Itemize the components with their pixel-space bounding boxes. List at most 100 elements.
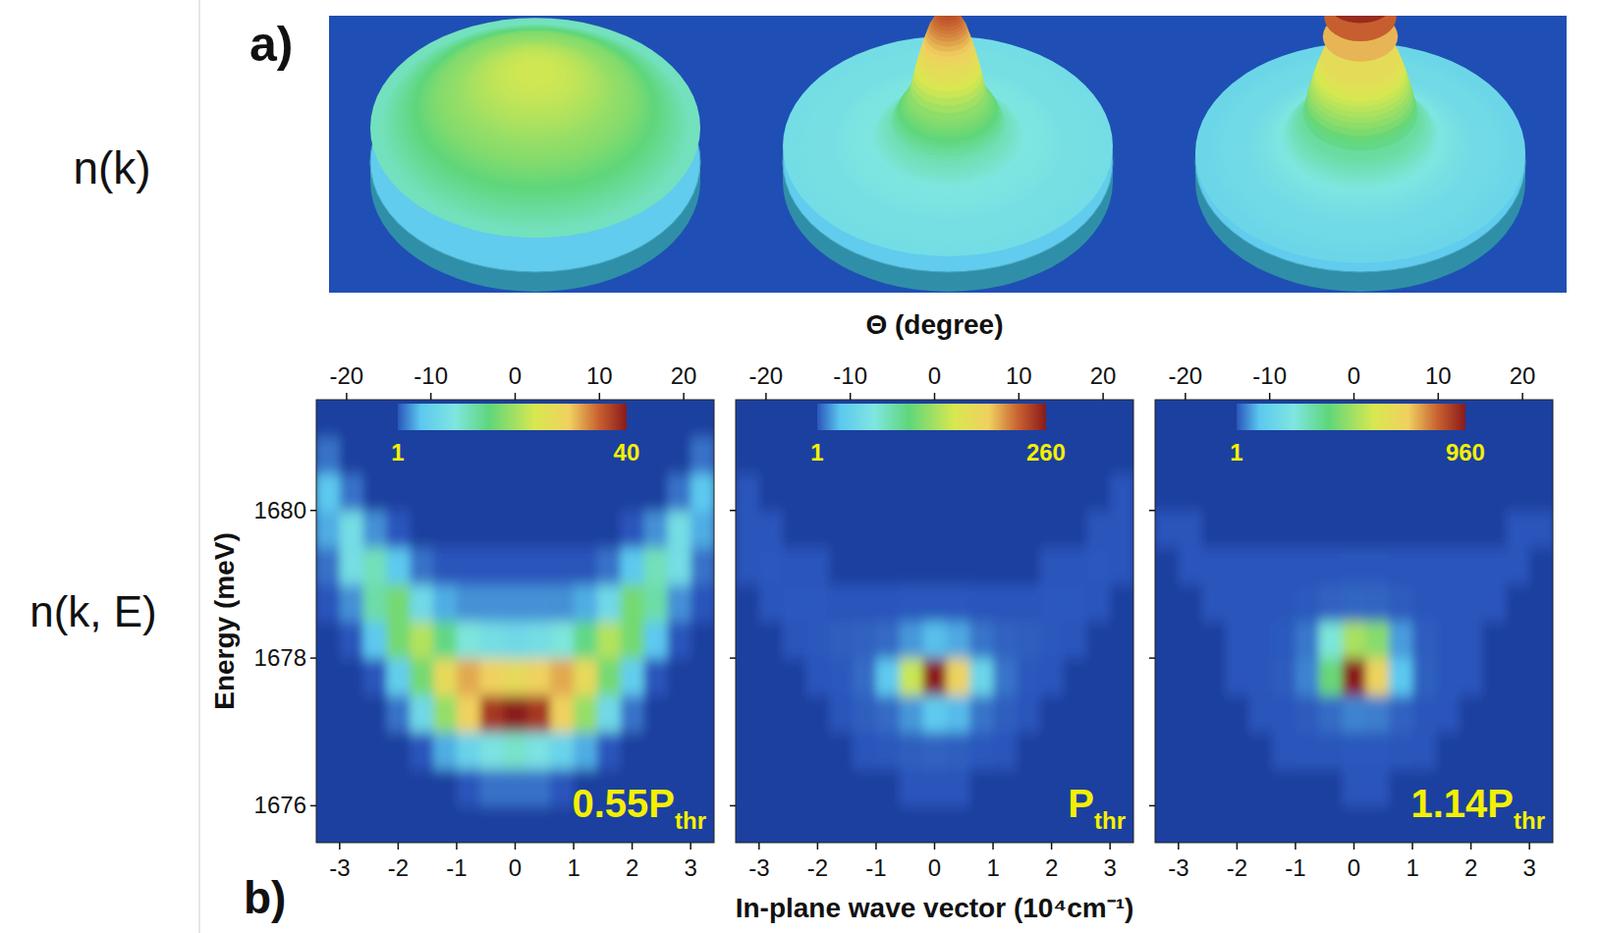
cell <box>945 731 970 770</box>
cell <box>1178 769 1203 807</box>
cell <box>1319 473 1343 511</box>
x2-tick-label: -10 <box>413 362 448 389</box>
surface-slice <box>530 70 540 77</box>
cell <box>1483 584 1507 622</box>
cell <box>759 547 783 585</box>
cell <box>480 473 504 511</box>
cell <box>503 621 528 660</box>
surface-slice <box>532 71 539 76</box>
cell <box>339 399 364 438</box>
cell <box>503 437 528 475</box>
cell <box>1086 510 1110 549</box>
cell <box>1388 584 1413 622</box>
cell <box>573 621 598 660</box>
cell <box>644 695 668 733</box>
cell <box>1365 805 1389 843</box>
surface-slice <box>435 32 637 166</box>
cell <box>690 399 715 438</box>
cell <box>1295 437 1320 475</box>
cell <box>1459 731 1484 770</box>
heatmap-cells <box>735 399 1134 843</box>
cell <box>456 473 481 511</box>
cell <box>1016 473 1041 511</box>
cell <box>1016 769 1041 807</box>
cell <box>1365 769 1389 807</box>
cell <box>1063 437 1088 475</box>
y-tick-label: 1680 <box>254 496 307 524</box>
cell <box>1295 731 1320 770</box>
cell <box>828 695 853 733</box>
cell <box>945 805 970 843</box>
x2-tick <box>430 392 433 400</box>
cell <box>828 473 853 511</box>
surface-slice <box>527 68 543 79</box>
cell <box>899 473 924 511</box>
surface-slice <box>400 26 671 207</box>
cell <box>852 547 877 585</box>
cell <box>597 621 621 660</box>
cell <box>363 437 387 475</box>
x-tick <box>338 842 341 850</box>
cell <box>1388 547 1413 585</box>
cell <box>597 731 621 770</box>
cell <box>993 769 1017 807</box>
heatmap-cells <box>316 399 715 843</box>
cell <box>852 805 877 843</box>
cell <box>1342 769 1367 807</box>
surface-slice <box>458 40 612 143</box>
cell <box>805 473 829 511</box>
cell <box>1342 805 1367 843</box>
colorbar-label: 1 <box>1229 439 1243 466</box>
cell <box>923 510 947 549</box>
cell <box>503 473 528 511</box>
cell <box>1271 695 1296 733</box>
cell <box>1063 731 1088 770</box>
cell <box>945 510 970 549</box>
cell <box>433 584 457 622</box>
cell <box>666 399 691 438</box>
cell <box>923 584 947 622</box>
cell <box>597 695 621 733</box>
cell <box>480 547 504 585</box>
x-tick-label: -1 <box>1284 854 1306 882</box>
cell <box>1365 731 1389 770</box>
cell <box>1342 437 1367 475</box>
cell <box>316 621 340 660</box>
panel-letter: b) <box>243 872 286 924</box>
cell <box>363 769 387 807</box>
cell <box>1342 695 1367 733</box>
surface-slice <box>433 31 638 167</box>
cell <box>782 399 807 438</box>
cell <box>339 510 364 549</box>
cell <box>550 658 574 696</box>
surface-slice <box>436 32 635 165</box>
cell <box>1202 731 1226 770</box>
cell <box>666 473 691 511</box>
cell <box>339 547 364 585</box>
x-tick <box>1177 842 1180 850</box>
cell <box>1248 473 1272 511</box>
cell <box>386 621 410 660</box>
cell <box>1109 437 1134 475</box>
cell <box>1529 769 1553 807</box>
cell <box>1063 695 1088 733</box>
cell <box>1224 437 1249 475</box>
cell <box>1224 621 1249 660</box>
cell <box>1178 399 1203 438</box>
cell <box>456 510 481 549</box>
cell <box>339 769 364 807</box>
cell <box>993 621 1017 660</box>
cell <box>852 510 877 549</box>
surface-slice <box>500 54 570 101</box>
cell <box>573 473 598 511</box>
cell <box>993 437 1017 475</box>
cell <box>1295 658 1320 696</box>
cell <box>550 584 574 622</box>
cell <box>1319 658 1343 696</box>
cell <box>550 437 574 475</box>
cell <box>386 547 410 585</box>
cell <box>899 547 924 585</box>
cell <box>620 731 645 770</box>
cell <box>1483 473 1507 511</box>
divider <box>199 0 201 933</box>
